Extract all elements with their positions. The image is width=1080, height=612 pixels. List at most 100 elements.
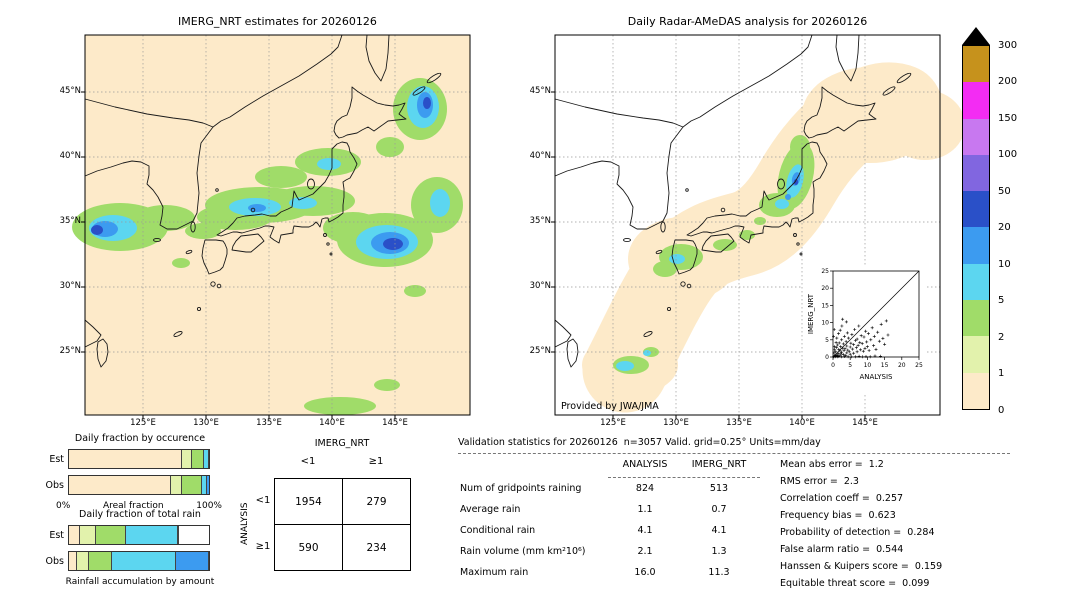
contingency-table: IMERG_NRT <1 ≥1 ANALYSIS <1 ≥1 1954 279 … — [238, 436, 428, 586]
colorbar-segment — [963, 336, 989, 373]
svg-text:5: 5 — [848, 362, 852, 369]
lat-tick-label: 45°N — [59, 86, 81, 96]
row-label: <1 — [255, 495, 271, 506]
stat-value-imerg: 4.1 — [711, 525, 727, 536]
bar-row: Est — [38, 449, 250, 469]
bar-segment — [180, 476, 201, 494]
bar-segment — [124, 526, 178, 544]
svg-text:15: 15 — [881, 362, 889, 369]
left-map-title: IMERG_NRT estimates for 20260126 — [178, 15, 377, 28]
stat-value-imerg: 11.3 — [708, 567, 730, 578]
stat-value-analysis: 824 — [635, 483, 655, 494]
lat-tick-label: 30°N — [59, 281, 81, 291]
inset-tick-labels: 00 5 5 10 10 15 15 20 20 25 25 — [821, 268, 923, 369]
lon-tick-label: 125°E — [600, 418, 626, 428]
bar-segment — [206, 476, 209, 494]
svg-text:5: 5 — [825, 337, 829, 344]
left-map-plot — [72, 34, 471, 420]
bar-category-label: Obs — [45, 479, 64, 491]
stats-col-imerg: IMERG_NRT — [691, 459, 747, 470]
bar-segment — [174, 552, 208, 570]
col-label: <1 — [300, 456, 316, 467]
colorbar-segment — [963, 191, 989, 228]
lon-tick-label: 140°E — [789, 418, 815, 428]
colorbar-tick-label: 0 — [998, 404, 1005, 416]
stat-label: Maximum rain — [460, 567, 529, 578]
occurrence-axis: 0% Areal fraction 100% — [56, 501, 222, 511]
lon-tick-label: 130°E — [663, 418, 689, 428]
validation-stats: Validation statistics for 20260126 n=305… — [458, 437, 1024, 589]
occurrence-bars: Est Obs — [38, 449, 250, 495]
svg-text:15: 15 — [821, 302, 829, 309]
right-map: Daily Radar-AMeDAS analysis for 20260126 — [530, 15, 965, 428]
stats-title-rule — [458, 453, 1010, 454]
left-map: IMERG_NRT estimates for 20260126 — [60, 15, 471, 428]
contingency-cell: 1954 — [274, 478, 342, 524]
colorbar-segment — [963, 263, 989, 301]
contingency-cell: 234 — [342, 524, 410, 570]
lat-tick-label: 25°N — [59, 346, 81, 356]
right-map-plot — [550, 34, 965, 420]
bar-segment — [110, 552, 175, 570]
colorbar-segment — [963, 46, 989, 83]
bar-category-label: Est — [49, 453, 64, 465]
metric-row: Mean abs error = 1.2 — [780, 459, 884, 470]
lon-tick-label: 125°E — [130, 418, 156, 428]
colorbar-segment — [963, 372, 989, 409]
map-border — [554, 34, 941, 416]
svg-text:10: 10 — [864, 362, 872, 369]
contingency-grid: 1954 279 590 234 — [274, 478, 411, 571]
metric-row: Equitable threat score = 0.099 — [780, 578, 930, 589]
colorbar-segment — [963, 118, 989, 155]
stats-metrics: Mean abs error = 1.2 RMS error = 2.3 Corre… — [780, 459, 942, 595]
totalrain-bars: Est Obs — [38, 525, 250, 571]
lat-tick-label: 25°N — [529, 346, 551, 356]
metric-row: Frequency bias = 0.623 — [780, 510, 896, 521]
contingency-row-labels: <1 ≥1 — [254, 478, 272, 570]
lon-tick-label: 135°E — [726, 418, 752, 428]
occurrence-chart: Daily fraction by occurence Est Obs 0% Ar… — [38, 433, 250, 511]
bar-row: Est — [38, 525, 250, 545]
inset-diagonal-line — [832, 270, 920, 358]
bar-row: Obs — [38, 475, 250, 495]
colorbar-tick-label: 300 — [998, 39, 1018, 51]
lon-tick-label: 140°E — [319, 418, 345, 428]
stat-value-analysis: 16.0 — [634, 567, 656, 578]
bar-segment — [69, 476, 170, 494]
inset-scatter: 00 5 5 10 10 15 15 20 20 25 25 ANALYSIS IMERG_NRT — [807, 268, 923, 381]
inset-scatter-panel: 0 0 5 5 10 10 15 15 20 20 25 25 ANALYSIS IMERG_NRT — [803, 267, 925, 395]
stats-row: Rain volume (mm km²10⁶) 2.1 1.3 — [460, 541, 760, 562]
stats-rows: Num of gridpoints raining 824 513 Average r… — [460, 478, 760, 583]
lat-tick-label: 30°N — [529, 281, 551, 291]
totalrain-chart-title: Daily fraction of total rain — [79, 509, 201, 520]
axis-max-label: 100% — [196, 501, 222, 511]
metric-row: Hanssen & Kuipers score = 0.159 — [780, 561, 943, 572]
svg-text:20: 20 — [821, 285, 829, 292]
lat-tick-label: 40°N — [529, 151, 551, 161]
svg-text:0: 0 — [831, 362, 835, 369]
lat-tick-label: 40°N — [59, 151, 81, 161]
lat-tick-label: 35°N — [59, 216, 81, 226]
colorbar-segment — [963, 154, 989, 192]
stat-value-analysis: 1.1 — [637, 504, 653, 515]
stats-header-row: ANALYSIS IMERG_NRT — [460, 459, 760, 475]
stacked-bar — [68, 475, 210, 495]
totalrain-footer: Rainfall accumulation by amount — [65, 577, 215, 587]
stats-row: Conditional rain 4.1 4.1 — [460, 520, 760, 541]
colorbar-overflow-triangle — [962, 27, 990, 45]
map-border — [84, 34, 471, 416]
lon-tick-label: 145°E — [382, 418, 408, 428]
svg-text:20: 20 — [898, 362, 906, 369]
lon-tick-label: 145°E — [852, 418, 878, 428]
stat-value-analysis: 4.1 — [637, 525, 653, 536]
bar-segment — [207, 450, 209, 468]
svg-text:25: 25 — [915, 362, 923, 369]
bar-segment — [190, 450, 204, 468]
lat-tick-label: 35°N — [529, 216, 551, 226]
row-label: ≥1 — [255, 541, 271, 552]
contingency-cell: 279 — [342, 478, 410, 524]
colorbar-tick-label: 1 — [998, 368, 1005, 379]
bar-segment — [200, 476, 207, 494]
stat-label: Num of gridpoints raining — [460, 483, 582, 494]
